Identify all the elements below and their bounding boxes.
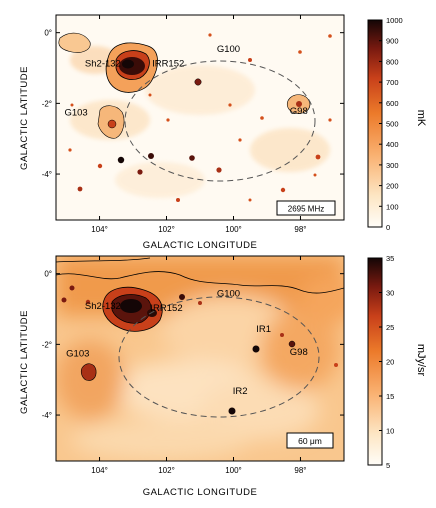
panel-60um: 60 μm Sh2-132 IRR152 G100 G103 G98 IR1 IR2 104… xyxy=(19,254,427,498)
colorbar-tick-label: 100 xyxy=(386,202,399,211)
region-label: IRR152 xyxy=(150,303,182,314)
intensity-map: 60 μm xyxy=(56,256,344,460)
colorbar-tick-label: 0 xyxy=(386,223,390,232)
colorbar-tick-label: 5 xyxy=(386,461,390,470)
colorbar-label: mJy/sr xyxy=(415,344,427,377)
g103-region xyxy=(58,32,125,139)
y-tick-label: 0° xyxy=(44,29,52,38)
compact-sources xyxy=(61,285,338,415)
y-axis-label: GALACTIC LATITUDE xyxy=(19,66,30,170)
x-ticks: 104° 102° 100° 98° xyxy=(91,256,307,475)
region-label: Sh2-132 xyxy=(85,58,121,69)
y-tick-label: -2° xyxy=(42,340,52,349)
colorbar-label: mK xyxy=(415,110,427,127)
annotations: Sh2-132 IRR152 G100 G103 G98 xyxy=(64,44,307,119)
colorbar-tick-label: 1000 xyxy=(386,16,403,25)
x-tick-label: 100° xyxy=(225,225,242,234)
sh2-132-region xyxy=(105,42,158,93)
colorbar-ticks: 0 100 200 300 400 500 600 700 800 900 1000 xyxy=(379,16,403,232)
frequency-label-box: 2695 MHz xyxy=(276,200,336,216)
y-axis-label: GALACTIC LATITUDE xyxy=(19,310,30,414)
g103-region xyxy=(80,363,97,381)
y-ticks: 0° -2° -4° xyxy=(42,29,344,179)
x-ticks: 104° 102° 100° 98° xyxy=(91,15,307,234)
y-tick-label: -2° xyxy=(42,99,52,108)
colorbar-tick-label: 20 xyxy=(386,358,394,367)
contour-ridge xyxy=(56,271,344,294)
x-tick-label: 102° xyxy=(158,466,175,475)
shell-ellipse xyxy=(124,60,316,182)
colorbar-tick-label: 200 xyxy=(386,182,399,191)
x-axis-label: GALACTIC LONGITUDE xyxy=(143,487,258,498)
colorbar-tick-label: 700 xyxy=(386,78,399,87)
compact-sources xyxy=(68,33,332,202)
y-tick-label: 0° xyxy=(44,270,52,279)
region-label: G100 xyxy=(217,44,240,55)
region-label: G103 xyxy=(66,349,89,360)
y-tick-label: -4° xyxy=(42,411,52,420)
intensity-map: 2695 MHz xyxy=(58,32,336,216)
shell-ellipse xyxy=(118,296,320,418)
colorbar-mk: 0 100 200 300 400 500 600 700 800 900 1000 mK xyxy=(367,16,427,232)
x-tick-label: 104° xyxy=(91,466,108,475)
frequency-label-box: 60 μm xyxy=(286,432,334,449)
diffuse-emission xyxy=(56,256,344,460)
annotations: Sh2-132 IRR152 G100 G103 G98 IR1 IR2 xyxy=(66,289,308,397)
colorbar-tick-label: 400 xyxy=(386,140,399,149)
colorbar-mjy-sr: 5 10 15 20 25 30 35 mJy/sr xyxy=(367,254,427,470)
region-label: G100 xyxy=(217,289,240,300)
colorbar-tick-label: 35 xyxy=(386,254,394,263)
x-tick-label: 102° xyxy=(158,225,175,234)
frequency-label: 2695 MHz xyxy=(288,205,324,214)
y-tick-label: -4° xyxy=(42,170,52,179)
colorbar-ticks: 5 10 15 20 25 30 35 xyxy=(379,254,394,470)
region-label: G103 xyxy=(64,108,87,119)
region-label: G98 xyxy=(290,106,308,117)
colorbar-tick-label: 30 xyxy=(386,289,394,298)
x-tick-label: 104° xyxy=(91,225,108,234)
region-label: G98 xyxy=(290,347,308,358)
frequency-label: 60 μm xyxy=(298,436,322,446)
colorbar-tick-label: 900 xyxy=(386,37,399,46)
colorbar-tick-label: 300 xyxy=(386,161,399,170)
x-tick-label: 98° xyxy=(294,466,306,475)
colorbar-tick-label: 15 xyxy=(386,392,394,401)
colorbar-tick-label: 10 xyxy=(386,427,394,436)
y-ticks: 0° -2° -4° xyxy=(42,270,344,420)
x-axis-label: GALACTIC LONGITUDE xyxy=(143,240,258,251)
g98-region xyxy=(286,94,311,114)
colorbar-tick-label: 800 xyxy=(386,57,399,66)
colorbar-tick-label: 500 xyxy=(386,120,399,129)
sh2-132-region xyxy=(102,286,163,332)
x-tick-label: 98° xyxy=(294,225,306,234)
region-label: IRR152 xyxy=(152,58,184,69)
region-label: Sh2-132 xyxy=(85,301,121,312)
region-label: IR2 xyxy=(233,386,248,397)
region-label: IR1 xyxy=(256,324,271,335)
colorbar-tick-label: 25 xyxy=(386,323,394,332)
x-tick-label: 100° xyxy=(225,466,242,475)
colorbar-tick-label: 600 xyxy=(386,99,399,108)
